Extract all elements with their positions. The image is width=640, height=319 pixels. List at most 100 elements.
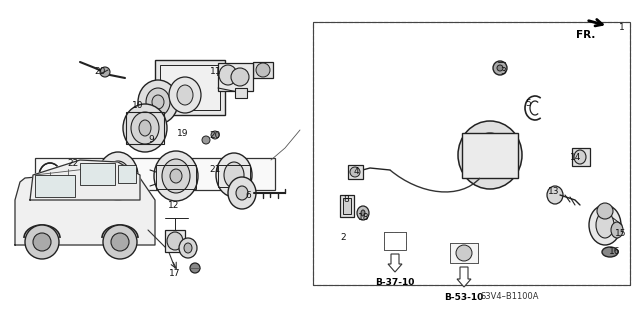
Ellipse shape (547, 186, 563, 204)
Text: 3: 3 (500, 66, 506, 76)
Ellipse shape (574, 150, 586, 164)
Text: 4: 4 (353, 167, 359, 176)
Bar (82, 170, 92, 182)
Text: 19: 19 (177, 130, 189, 138)
Ellipse shape (154, 151, 198, 201)
Bar (218, 63, 253, 91)
Ellipse shape (357, 206, 369, 220)
Text: 2: 2 (340, 234, 346, 242)
Ellipse shape (100, 67, 110, 77)
Ellipse shape (138, 80, 178, 124)
Ellipse shape (184, 243, 192, 253)
Text: 11: 11 (211, 68, 221, 77)
Ellipse shape (169, 77, 201, 113)
Ellipse shape (597, 203, 613, 219)
Text: 20: 20 (209, 131, 221, 140)
Bar (156, 165, 196, 189)
Text: B-37-10: B-37-10 (375, 278, 415, 287)
Ellipse shape (25, 225, 59, 259)
Text: 16: 16 (609, 248, 621, 256)
Bar (35, 175, 75, 197)
Text: 18: 18 (358, 212, 370, 221)
Ellipse shape (139, 120, 151, 136)
Bar (155, 60, 225, 115)
Ellipse shape (602, 247, 618, 257)
Ellipse shape (152, 95, 164, 109)
Ellipse shape (480, 144, 500, 166)
Bar (343, 198, 351, 214)
Ellipse shape (202, 136, 210, 144)
Ellipse shape (231, 68, 249, 86)
Bar (450, 243, 478, 263)
Ellipse shape (611, 222, 623, 238)
Bar (384, 232, 406, 250)
Ellipse shape (63, 169, 77, 183)
Bar (218, 165, 250, 187)
Ellipse shape (458, 121, 522, 189)
Bar (384, 232, 406, 250)
Text: 13: 13 (548, 187, 560, 196)
Text: 9: 9 (148, 136, 154, 145)
Ellipse shape (167, 232, 183, 250)
Ellipse shape (589, 205, 621, 245)
Ellipse shape (123, 104, 167, 152)
Text: 15: 15 (615, 229, 627, 239)
Bar (165, 230, 185, 252)
Bar (572, 148, 590, 166)
Bar (126, 112, 164, 144)
Ellipse shape (146, 88, 170, 116)
Ellipse shape (106, 161, 130, 191)
Ellipse shape (361, 210, 365, 216)
Bar (313, 22, 630, 285)
Ellipse shape (493, 61, 507, 75)
Ellipse shape (219, 65, 237, 85)
Ellipse shape (228, 177, 256, 209)
Text: 8: 8 (343, 196, 349, 204)
Ellipse shape (350, 167, 360, 177)
Text: 17: 17 (169, 269, 180, 278)
Ellipse shape (596, 212, 614, 238)
Text: 6: 6 (245, 190, 251, 199)
Bar (160, 65, 220, 110)
Ellipse shape (224, 162, 244, 188)
Bar (235, 88, 247, 98)
Ellipse shape (111, 233, 129, 251)
Ellipse shape (190, 263, 200, 273)
Ellipse shape (131, 112, 159, 144)
Text: FR.: FR. (576, 30, 595, 40)
Bar (253, 62, 273, 78)
Ellipse shape (497, 65, 503, 71)
Text: 10: 10 (132, 100, 144, 109)
Ellipse shape (211, 131, 219, 139)
Bar (118, 165, 136, 183)
Bar (462, 133, 518, 178)
Polygon shape (15, 172, 155, 245)
Ellipse shape (98, 152, 138, 200)
Text: 21: 21 (209, 166, 221, 174)
Bar (313, 22, 630, 285)
Bar (340, 195, 354, 217)
Ellipse shape (256, 63, 270, 77)
Text: S3V4–B1100A: S3V4–B1100A (481, 292, 540, 301)
Ellipse shape (236, 186, 248, 200)
Bar (35, 158, 275, 190)
Ellipse shape (170, 169, 182, 183)
Text: 22: 22 (67, 160, 79, 168)
Ellipse shape (177, 85, 193, 105)
Text: 14: 14 (570, 152, 582, 161)
Text: 5: 5 (525, 100, 531, 108)
Bar (450, 243, 478, 263)
Ellipse shape (216, 153, 252, 197)
Bar (348, 165, 363, 179)
Ellipse shape (113, 170, 123, 182)
Ellipse shape (470, 133, 510, 177)
Text: B-53-10: B-53-10 (444, 293, 484, 302)
Ellipse shape (179, 238, 197, 258)
FancyArrow shape (457, 267, 471, 287)
Bar (100, 166, 136, 188)
Ellipse shape (103, 225, 137, 259)
Ellipse shape (162, 159, 190, 193)
Bar (80, 163, 115, 185)
Polygon shape (30, 160, 140, 200)
FancyArrow shape (388, 254, 402, 272)
